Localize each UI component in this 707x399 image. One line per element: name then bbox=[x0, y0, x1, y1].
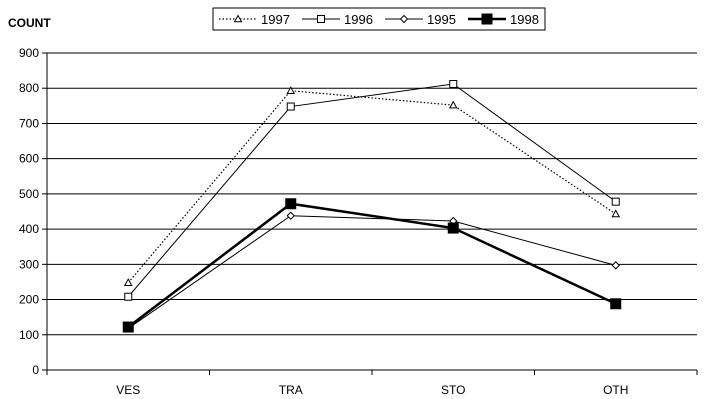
y-axis-ticks: 0 100 200 300 400 500 600 700 800 900 bbox=[19, 46, 47, 377]
y-tick-label: 300 bbox=[19, 257, 39, 271]
y-axis-label: COUNT bbox=[8, 16, 51, 30]
legend-label-1998: 1998 bbox=[510, 12, 539, 27]
data-point-1996 bbox=[611, 197, 620, 206]
legend-marker-1997 bbox=[233, 14, 243, 23]
y-tick-label: 600 bbox=[19, 152, 39, 166]
legend-label-1996: 1996 bbox=[344, 12, 373, 27]
legend-box bbox=[212, 7, 546, 31]
series-line-1997 bbox=[127, 90, 617, 284]
y-tick-label: 0 bbox=[32, 363, 39, 377]
y-tick-label: 500 bbox=[19, 187, 39, 201]
series-1996 bbox=[124, 79, 620, 301]
legend-marker-1995 bbox=[399, 14, 409, 24]
series-1997 bbox=[123, 86, 621, 286]
x-tick-label: VES bbox=[116, 383, 140, 397]
legend-marker-1996 bbox=[317, 15, 325, 23]
series-line-1996 bbox=[127, 83, 617, 298]
legend-marker-1998 bbox=[481, 13, 493, 25]
data-point-1998 bbox=[122, 321, 134, 333]
series-group bbox=[122, 79, 622, 333]
data-point-1997 bbox=[448, 100, 458, 109]
y-tick-label: 700 bbox=[19, 116, 39, 130]
x-tick-label: STO bbox=[441, 383, 465, 397]
y-tick-label: 100 bbox=[19, 328, 39, 342]
data-point-1998 bbox=[610, 298, 622, 310]
data-point-1998 bbox=[285, 198, 297, 210]
x-axis-ticks: VES TRA STO OTH bbox=[46, 370, 698, 397]
data-point-1998 bbox=[447, 222, 459, 234]
x-tick-label: OTH bbox=[603, 383, 628, 397]
legend-label-1995: 1995 bbox=[427, 12, 456, 27]
legend: 1997 1996 1995 1998 bbox=[212, 7, 546, 31]
data-point-1997 bbox=[611, 209, 621, 218]
series-1998 bbox=[122, 198, 622, 333]
series-line-1995 bbox=[127, 215, 616, 329]
y-tick-label: 400 bbox=[19, 222, 39, 236]
data-point-1996 bbox=[449, 79, 458, 88]
series-line-1998 bbox=[127, 202, 617, 329]
gridlines bbox=[46, 52, 697, 371]
data-point-1995 bbox=[286, 211, 295, 220]
y-tick-label: 800 bbox=[19, 81, 39, 95]
x-tick-label: TRA bbox=[279, 383, 303, 397]
legend-label-1997: 1997 bbox=[261, 12, 290, 27]
data-point-1997 bbox=[123, 278, 133, 286]
data-point-1996 bbox=[286, 102, 295, 111]
y-tick-label: 900 bbox=[19, 46, 39, 60]
y-tick-label: 200 bbox=[19, 293, 39, 307]
data-point-1995 bbox=[611, 261, 620, 270]
data-point-1996 bbox=[124, 292, 133, 301]
data-point-1997 bbox=[286, 86, 296, 94]
